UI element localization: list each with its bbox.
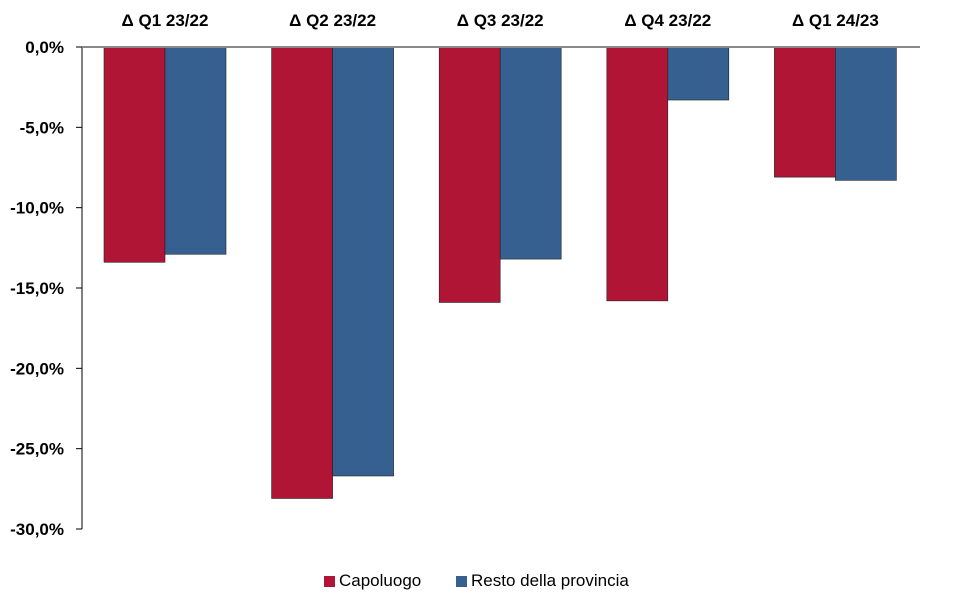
bar-capoluogo [103,46,166,263]
bar-resto-della-provincia [332,46,394,477]
category-label: Δ Q4 23/22 [624,11,711,30]
legend-swatch-resto-della-provincia [456,576,467,587]
legend-label: Resto della provincia [471,571,629,590]
bar-capoluogo [774,46,836,178]
legend-swatch-capoluogo [324,576,335,587]
bar-resto-della-provincia [164,46,227,255]
bar-resto-della-provincia [499,46,562,260]
y-tick-label: -30,0% [10,520,64,539]
legend: Capoluogo Resto della provincia [324,571,629,590]
bar-capoluogo [606,46,669,302]
category-label: Δ Q2 23/22 [289,11,376,30]
y-tick-label: -10,0% [10,199,64,218]
y-tick-label: -25,0% [10,440,64,459]
y-tick-label: -15,0% [10,279,64,298]
category-label: Δ Q1 23/22 [122,11,209,30]
bar-capoluogo [438,46,501,303]
category-labels-group: Δ Q1 23/22 Δ Q2 23/22 Δ Q3 23/22 Δ Q4 23/22… [122,11,879,30]
category-label: Δ Q1 24/23 [792,11,879,30]
y-tick-label: 0,0% [25,38,64,57]
bar-resto-della-provincia [667,46,730,101]
bars-group [103,46,897,499]
bar-resto-della-provincia [835,46,897,181]
y-tick-label: -5,0% [20,118,64,137]
bar-capoluogo [271,46,333,499]
legend-label: Capoluogo [339,571,421,590]
category-label: Δ Q3 23/22 [457,11,544,30]
y-tick-label: -20,0% [10,359,64,378]
y-ticks-group: 0,0% -5,0% -10,0% -15,0% -20,0% -25,0% -30,0% [10,38,82,539]
